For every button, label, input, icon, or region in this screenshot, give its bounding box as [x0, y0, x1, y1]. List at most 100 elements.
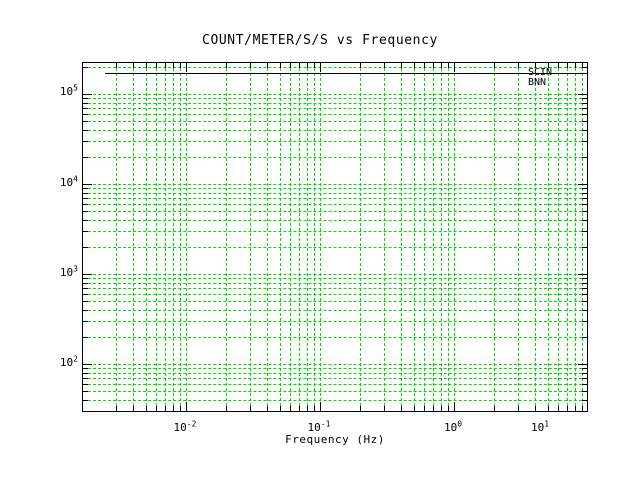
x-tick-top [173, 63, 174, 68]
x-gridline [165, 63, 167, 411]
x-tick-top [494, 63, 496, 68]
y-tick [83, 377, 88, 379]
y-tick [83, 94, 92, 95]
y-tick [83, 336, 88, 338]
x-gridline [173, 63, 174, 411]
x-gridline [115, 63, 117, 411]
x-tick [517, 406, 519, 411]
y-tick-right [582, 121, 587, 123]
y-gridline [83, 66, 587, 68]
y-tick [83, 246, 88, 248]
y-tick-right [578, 184, 587, 185]
y-gridline [83, 102, 587, 104]
x-tick [132, 406, 134, 411]
x-tick-top [413, 63, 415, 68]
y-tick [83, 372, 88, 374]
y-gridline [83, 197, 587, 199]
y-gridline [83, 107, 587, 109]
x-gridline [299, 63, 301, 411]
x-gridline [581, 63, 583, 411]
y-tick-right [582, 98, 587, 100]
y-tick [83, 293, 88, 295]
y-tick [83, 141, 88, 143]
y-tick [83, 66, 88, 68]
x-tick [290, 406, 292, 411]
x-tick [186, 402, 187, 411]
x-axis-tick-labels: 10-2 10-1 100 101 [0, 419, 640, 439]
y-tick [83, 102, 88, 104]
y-tick [83, 188, 88, 190]
y-tick-label: 102 [60, 355, 78, 369]
x-gridline [567, 63, 569, 411]
y-tick [83, 184, 92, 185]
x-tick-top [441, 63, 442, 68]
y-tick-right [582, 321, 587, 323]
x-tick-top [299, 63, 301, 68]
x-tick-label: 101 [530, 420, 549, 434]
x-tick-top [249, 63, 251, 68]
x-tick-label: 10-1 [308, 419, 331, 434]
x-tick-top [360, 63, 362, 68]
y-tick-right [582, 113, 587, 115]
y-tick [83, 129, 88, 131]
y-tick-label: 103 [60, 265, 78, 279]
x-tick-label-base: 10 [530, 421, 545, 434]
x-tick-label-exponent: -1 [320, 419, 331, 429]
x-tick [575, 406, 576, 411]
x-gridline [534, 63, 536, 411]
x-gridline [132, 63, 134, 411]
x-tick [567, 406, 569, 411]
y-tick-label-base: 10 [59, 176, 74, 189]
x-tick-top [400, 63, 402, 68]
y-tick-right [582, 399, 587, 401]
y-tick-right [582, 377, 587, 379]
y-tick-right [582, 231, 587, 233]
x-tick-label-base: 10 [443, 421, 458, 434]
x-gridline [517, 63, 519, 411]
y-tick [83, 364, 92, 365]
y-gridline [83, 399, 587, 401]
x-tick [179, 406, 181, 411]
x-tick-top [383, 63, 385, 68]
x-tick [249, 406, 251, 411]
x-tick [424, 406, 426, 411]
x-axis-title: Frequency (Hz) [285, 433, 385, 446]
x-tick [145, 406, 147, 411]
y-tick [83, 219, 88, 221]
x-tick [115, 406, 117, 411]
chart-legend: SCIN BNN [528, 68, 552, 88]
y-gridline [83, 184, 587, 185]
y-tick-label-exponent: 4 [73, 174, 78, 184]
y-gridline [83, 156, 587, 158]
x-tick [360, 406, 362, 411]
y-tick-right [578, 364, 587, 365]
x-gridline [249, 63, 251, 411]
y-gridline [83, 129, 587, 131]
y-gridline [83, 98, 587, 100]
x-tick [558, 406, 560, 411]
y-gridline [83, 383, 587, 385]
y-gridline [83, 274, 587, 275]
x-tick [581, 406, 583, 411]
y-gridline [83, 372, 587, 374]
x-tick [279, 406, 281, 411]
x-tick-top [547, 63, 549, 68]
y-gridline [83, 121, 587, 123]
y-tick-right [582, 188, 587, 190]
y-tick-right [582, 368, 587, 370]
y-gridline [83, 368, 587, 370]
x-tick-top [186, 63, 187, 72]
x-tick-top [447, 63, 449, 68]
x-gridline [400, 63, 402, 411]
y-tick-right [582, 107, 587, 109]
x-tick-label: 10-2 [174, 420, 197, 434]
y-tick-right [582, 102, 587, 104]
y-tick [83, 197, 88, 199]
x-tick-top [433, 63, 435, 68]
y-tick [83, 211, 88, 213]
x-tick [454, 402, 455, 411]
x-tick [547, 406, 549, 411]
x-gridline [558, 63, 560, 411]
x-tick [156, 406, 158, 411]
